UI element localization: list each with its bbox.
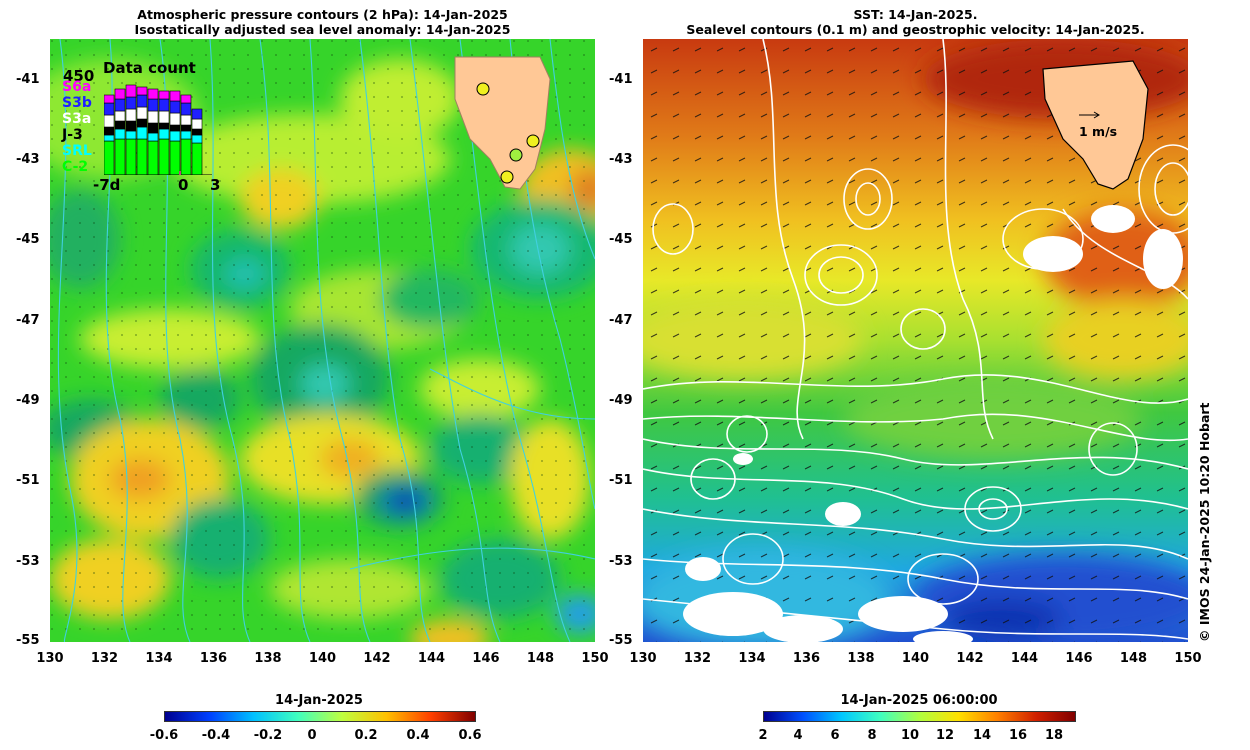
y-tick-label: -41 (16, 72, 40, 87)
data-count-bars (104, 84, 212, 175)
x-tick-label: 134 (738, 651, 766, 666)
x-tick-label: 132 (683, 651, 712, 666)
x-tick-label: 130 (629, 651, 657, 666)
sla-colorbar-tick: 0.2 (354, 728, 378, 743)
sla-colorbar-tick: -0.6 (149, 728, 179, 743)
sst-colorbar-tick: 18 (1044, 728, 1064, 743)
x-tick-label: 136 (792, 651, 821, 666)
x-tick-label: 146 (1065, 651, 1093, 666)
sea-level-anomaly-map: 450 Data count S6a S3b S3a J-3 SRL C-2 (50, 39, 595, 642)
sst-colorbar-tick: 4 (793, 728, 803, 743)
inset-axis-end: 3 (210, 176, 221, 194)
y-tick-label: -43 (16, 152, 40, 167)
legend-s6a: S6a (62, 79, 92, 95)
sla-colorbar-tick: 0.4 (406, 728, 430, 743)
inset-title: Data count (103, 59, 196, 77)
legend-j3: J-3 (62, 127, 83, 143)
legend-srl: SRL (62, 143, 92, 159)
y-tick-label: -51 (16, 473, 40, 488)
right-panel-title: SST: 14-Jan-2025. Sealevel contours (0.1… (643, 7, 1188, 37)
x-tick-label: 140 (308, 651, 337, 666)
x-tick-label: 140 (901, 651, 930, 666)
y-tick-label: -55 (609, 633, 633, 648)
y-tick-label: -49 (609, 393, 633, 408)
x-tick-label: 144 (417, 651, 446, 666)
y-tick-label: -51 (609, 473, 633, 488)
sst-map: 1 m/s (643, 39, 1188, 642)
x-tick-label: 142 (956, 651, 984, 666)
y-tick-label: -45 (609, 232, 633, 247)
sla-colorbar-tick: -0.2 (253, 728, 283, 743)
sla-colorbar-tick: 0.6 (458, 728, 482, 743)
velocity-scale-label: 1 m/s (1079, 124, 1118, 139)
left-title-line1: Atmospheric pressure contours (2 hPa): 1… (137, 7, 508, 22)
legend-s3a: S3a (62, 111, 92, 127)
left-panel-title: Atmospheric pressure contours (2 hPa): 1… (50, 7, 595, 37)
sst-colorbar-tick: 10 (900, 728, 920, 743)
inset-max-label: 450 (63, 67, 95, 85)
y-tick-label: -47 (16, 313, 40, 328)
y-tick-label: -41 (609, 72, 633, 87)
x-tick-label: 150 (1174, 651, 1202, 666)
inset-legend: S6a S3b S3a J-3 SRL C-2 (62, 79, 92, 175)
sealevel-contours (643, 39, 1188, 640)
right-title-line1: SST: 14-Jan-2025. (853, 7, 978, 22)
tasmania-landmass (1042, 60, 1149, 190)
inset-axis-start: -7d (93, 176, 121, 194)
right-title-line2: Sealevel contours (0.1 m) and geostrophi… (686, 22, 1145, 37)
x-tick-label: 150 (581, 651, 609, 666)
tide-gauge-marker (509, 148, 523, 162)
tide-gauge-marker (500, 170, 514, 184)
imos-credit: © IMOS 24-Jan-2025 10:20 Hobart (1197, 402, 1212, 642)
sst-colorbar-tick: 16 (1008, 728, 1028, 743)
legend-s3b: S3b (62, 95, 92, 111)
x-tick-label: 144 (1010, 651, 1039, 666)
y-tick-label: -49 (16, 393, 40, 408)
y-tick-label: -53 (16, 554, 40, 569)
tide-gauge-marker (526, 134, 540, 148)
x-tick-label: 138 (254, 651, 282, 666)
y-tick-label: -45 (16, 232, 40, 247)
x-tick-label: 148 (1119, 651, 1148, 666)
x-tick-label: 130 (36, 651, 64, 666)
sst-colorbar-tick: 12 (935, 728, 955, 743)
sst-colorbar-tick: 8 (867, 728, 877, 743)
sla-colorbar-title: 14-Jan-2025 (275, 693, 363, 708)
x-tick-label: 148 (526, 651, 555, 666)
sst-colorbar-title: 14-Jan-2025 06:00:00 (840, 693, 998, 708)
sst-colorbar-tick: 14 (972, 728, 992, 743)
tide-gauge-marker (476, 82, 490, 96)
x-tick-label: 132 (90, 651, 119, 666)
sst-map-svg (643, 39, 1188, 642)
data-count-inset: 450 Data count S6a S3b S3a J-3 SRL C-2 (50, 57, 220, 197)
velocity-scale-arrowhead (1093, 111, 1100, 119)
x-tick-label: 138 (847, 651, 875, 666)
y-tick-label: -47 (609, 313, 633, 328)
sst-colorbar-gradient (763, 711, 1076, 722)
x-tick-label: 134 (145, 651, 173, 666)
y-tick-label: -43 (609, 152, 633, 167)
sla-colorbar-tick: -0.4 (201, 728, 231, 743)
sla-colorbar-tick: 0 (307, 728, 317, 743)
sla-colorbar-gradient (164, 711, 476, 722)
y-tick-label: -53 (609, 554, 633, 569)
sst-colorbar-tick: 2 (758, 728, 768, 743)
left-title-line2: Isostatically adjusted sea level anomaly… (134, 22, 511, 37)
inset-axis-zero: 0 (178, 176, 189, 194)
legend-c2: C-2 (62, 159, 89, 175)
x-tick-label: 142 (363, 651, 391, 666)
x-tick-label: 146 (472, 651, 500, 666)
cloud-mask (683, 205, 1183, 642)
sst-colorbar-tick: 6 (830, 728, 840, 743)
x-tick-label: 136 (199, 651, 228, 666)
y-tick-label: -55 (16, 633, 40, 648)
